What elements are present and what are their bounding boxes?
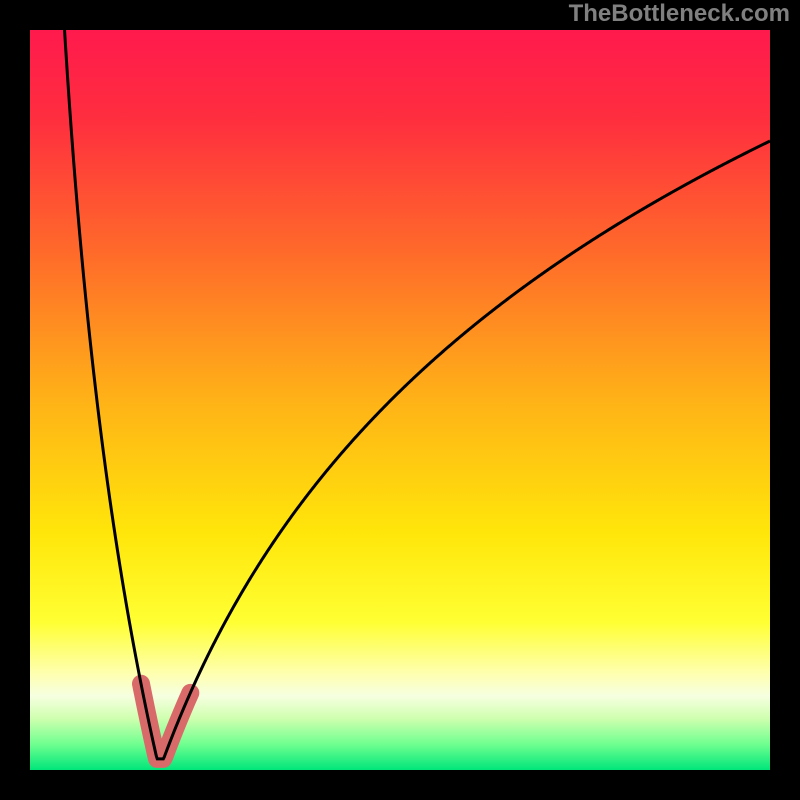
attribution-text: TheBottleneck.com: [569, 0, 790, 28]
bottleneck-curve-chart: [0, 0, 800, 800]
chart-background: [30, 30, 770, 770]
